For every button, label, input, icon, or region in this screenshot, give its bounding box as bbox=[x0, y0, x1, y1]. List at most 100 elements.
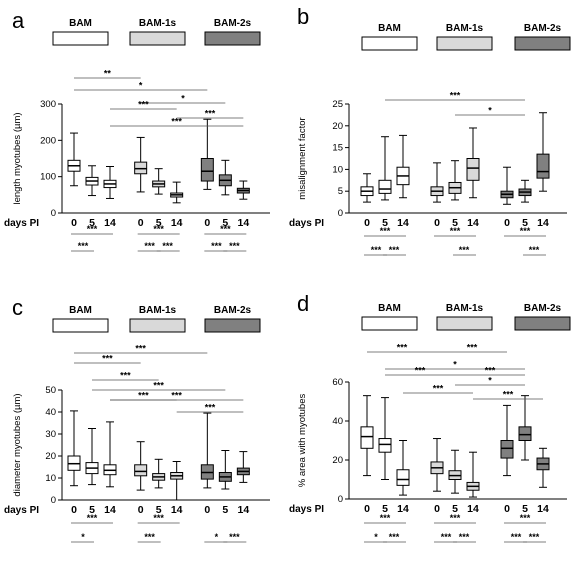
y-tick-label: 5 bbox=[338, 186, 343, 197]
y-axis-label: diameter myotubes (µm) bbox=[12, 393, 23, 496]
y-tick-label: 20 bbox=[332, 455, 343, 466]
box-1-5 bbox=[448, 160, 462, 201]
legend-label-0: BAM bbox=[69, 305, 92, 316]
sig-label: *** bbox=[503, 390, 514, 400]
sig-label: *** bbox=[87, 513, 98, 523]
x-tick-label: 14 bbox=[467, 217, 479, 229]
days-label: days PI bbox=[289, 218, 324, 229]
box-iqr bbox=[396, 469, 410, 486]
box-1-0 bbox=[134, 136, 148, 193]
box-0-5 bbox=[378, 397, 392, 480]
legend-swatch-1 bbox=[436, 36, 493, 51]
y-tick-label: 25 bbox=[332, 99, 343, 110]
x-tick-label: 14 bbox=[104, 504, 116, 516]
box-0-0 bbox=[67, 132, 81, 187]
y-tick-label: 20 bbox=[332, 121, 343, 132]
y-axis-label: length myotubes (µm) bbox=[12, 112, 23, 204]
y-tick-label: 0 bbox=[338, 208, 343, 219]
box-2-5 bbox=[518, 395, 532, 461]
sig-label: * bbox=[488, 376, 492, 386]
x-tick-label: 0 bbox=[204, 217, 210, 229]
legend-swatch-0 bbox=[361, 36, 418, 51]
y-tick-label: 0 bbox=[338, 494, 343, 505]
sig-label: *** bbox=[162, 241, 173, 251]
sig-label: * bbox=[488, 106, 492, 116]
y-tick-label: 200 bbox=[40, 135, 56, 146]
sig-label: *** bbox=[144, 532, 155, 542]
box-0-14 bbox=[396, 440, 410, 496]
sig-label: *** bbox=[450, 91, 461, 101]
box-1-14 bbox=[170, 461, 184, 501]
x-tick-label: 5 bbox=[382, 217, 388, 229]
box-iqr bbox=[378, 438, 392, 453]
sig-label: *** bbox=[135, 344, 146, 354]
box-1-0 bbox=[430, 438, 444, 492]
sig-label: *** bbox=[485, 366, 496, 376]
x-tick-label: 0 bbox=[71, 504, 77, 516]
box-0-14 bbox=[103, 165, 117, 199]
box-1-5 bbox=[152, 168, 166, 195]
legend-label-2: BAM-2s bbox=[524, 23, 562, 34]
sig-label: *** bbox=[397, 343, 408, 353]
panel-letter-a: a bbox=[12, 8, 25, 33]
x-tick-label: 5 bbox=[522, 217, 528, 229]
legend-swatch-0 bbox=[361, 316, 418, 331]
sig-label: * bbox=[374, 532, 378, 542]
x-tick-label: 14 bbox=[171, 504, 183, 516]
y-tick-label: 50 bbox=[45, 385, 56, 396]
sig-label: *** bbox=[529, 532, 540, 542]
box-2-14 bbox=[536, 447, 550, 488]
x-tick-label: 0 bbox=[364, 503, 370, 515]
box-0-14 bbox=[396, 134, 410, 199]
sig-label: *** bbox=[171, 117, 182, 127]
legend-swatch-0 bbox=[52, 31, 109, 46]
sig-label: *** bbox=[211, 241, 222, 251]
sig-label: *** bbox=[380, 226, 391, 236]
x-tick-label: 0 bbox=[138, 504, 144, 516]
sig-label: *** bbox=[415, 366, 426, 376]
y-tick-label: 20 bbox=[45, 451, 56, 462]
sig-label: *** bbox=[87, 224, 98, 234]
box-2-0 bbox=[200, 412, 214, 489]
box-2-5 bbox=[518, 179, 532, 203]
box-0-0 bbox=[360, 173, 374, 203]
sig-label: *** bbox=[467, 343, 478, 353]
x-tick-label: 5 bbox=[452, 217, 458, 229]
sig-label: *** bbox=[205, 403, 216, 413]
y-tick-label: 300 bbox=[40, 99, 56, 110]
panel-letter-d: d bbox=[297, 291, 309, 316]
box-0-5 bbox=[85, 165, 99, 197]
box-2-5 bbox=[218, 450, 232, 490]
box-iqr bbox=[134, 464, 148, 477]
box-2-5 bbox=[218, 159, 232, 196]
legend-swatch-2 bbox=[204, 31, 261, 46]
x-tick-label: 5 bbox=[452, 503, 458, 515]
sig-label: ** bbox=[104, 69, 112, 79]
sig-label: *** bbox=[229, 241, 240, 251]
sig-label: *** bbox=[511, 532, 522, 542]
legend-swatch-1 bbox=[129, 318, 186, 333]
x-tick-label: 14 bbox=[537, 217, 549, 229]
box-0-0 bbox=[67, 410, 81, 487]
panel-letter-b: b bbox=[297, 4, 309, 29]
days-label: days PI bbox=[4, 505, 39, 516]
box-2-14 bbox=[536, 112, 550, 192]
box-iqr bbox=[360, 426, 374, 449]
x-tick-label: 0 bbox=[434, 503, 440, 515]
sig-label: *** bbox=[153, 513, 164, 523]
x-tick-label: 0 bbox=[71, 217, 77, 229]
sig-label: *** bbox=[78, 241, 89, 251]
panel-d: d BAM BAM-1s BAM-2s 0 20 40 60 % area with myotu… bbox=[289, 291, 571, 543]
legend-label-1: BAM-1s bbox=[139, 305, 177, 316]
y-tick-label: 40 bbox=[332, 416, 343, 427]
sig-label: *** bbox=[153, 224, 164, 234]
sig-label: *** bbox=[220, 224, 231, 234]
box-1-14 bbox=[170, 181, 184, 204]
x-tick-label: 0 bbox=[364, 217, 370, 229]
box-1-0 bbox=[430, 162, 444, 203]
y-tick-label: 60 bbox=[332, 377, 343, 388]
x-tick-label: 5 bbox=[382, 503, 388, 515]
x-tick-label: 5 bbox=[89, 217, 95, 229]
x-tick-label: 14 bbox=[397, 217, 409, 229]
y-tick-label: 15 bbox=[332, 143, 343, 154]
